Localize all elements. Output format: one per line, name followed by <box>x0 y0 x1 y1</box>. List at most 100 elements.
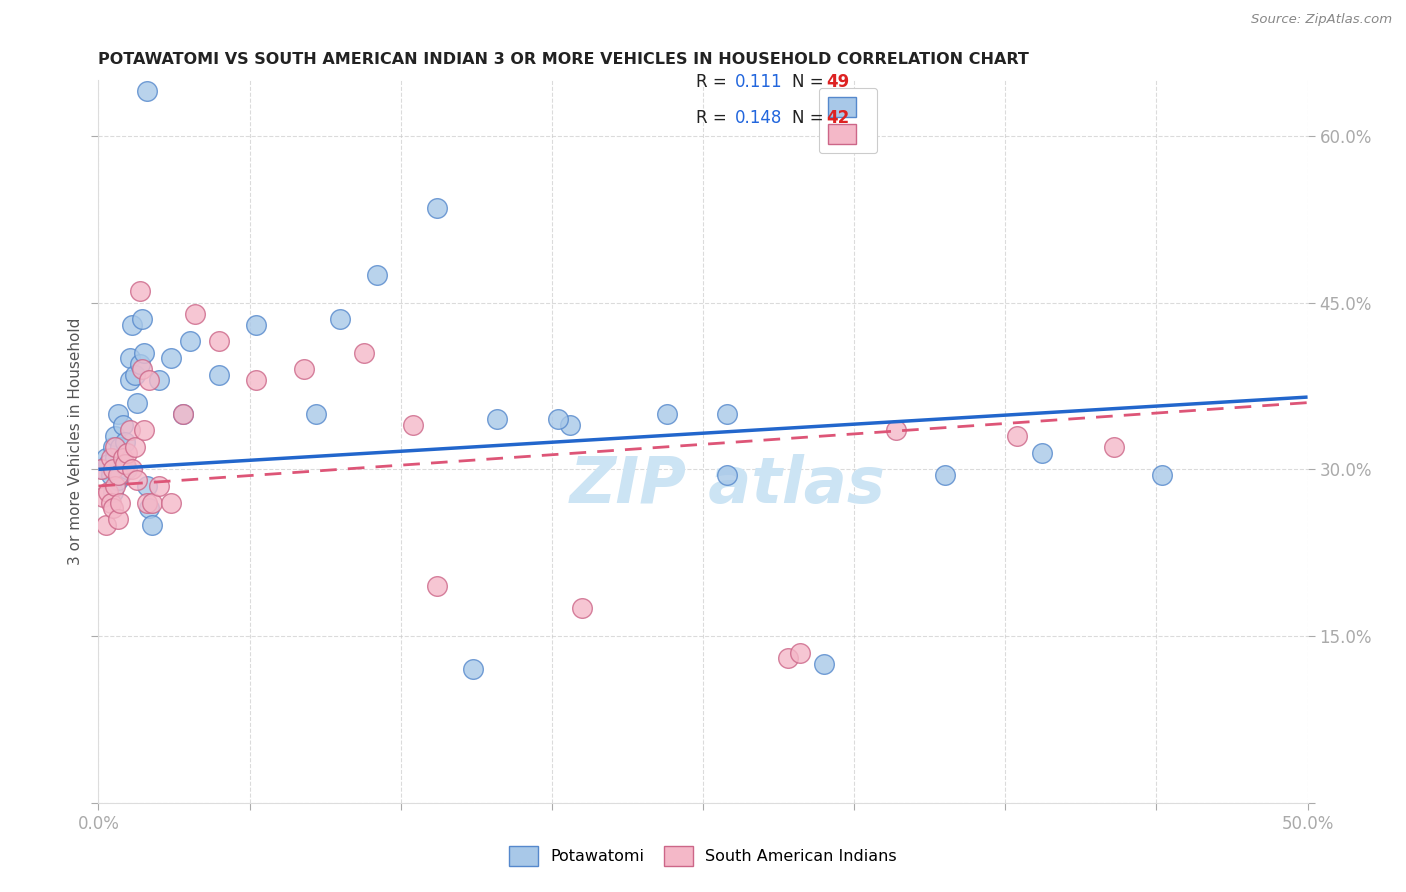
Point <box>117 462 139 476</box>
Point <box>124 368 146 382</box>
Point <box>108 467 131 482</box>
Text: 0.111: 0.111 <box>735 73 783 91</box>
Point <box>886 424 908 438</box>
Point <box>104 451 127 466</box>
Point <box>111 451 134 466</box>
Text: N =: N = <box>792 109 828 127</box>
Point <box>208 334 231 349</box>
Point <box>292 362 315 376</box>
Text: POTAWATOMI VS SOUTH AMERICAN INDIAN 3 OR MORE VEHICLES IN HOUSEHOLD CORRELATION : POTAWATOMI VS SOUTH AMERICAN INDIAN 3 OR… <box>98 52 1029 67</box>
Text: 49: 49 <box>827 73 851 91</box>
Point <box>558 417 581 432</box>
Point <box>127 474 149 488</box>
Point <box>172 407 194 421</box>
Point <box>135 84 157 98</box>
Point <box>101 462 124 476</box>
Point <box>571 601 593 615</box>
Point <box>100 451 122 466</box>
Point <box>104 479 127 493</box>
Point <box>1152 467 1174 482</box>
Point <box>90 462 112 476</box>
Point <box>426 201 449 215</box>
Point <box>117 445 139 459</box>
Point <box>716 467 738 482</box>
Point <box>245 373 267 387</box>
Point <box>366 268 388 282</box>
Point <box>118 351 141 366</box>
Point <box>135 496 157 510</box>
Point <box>934 467 956 482</box>
Point <box>100 467 122 482</box>
Point <box>141 517 163 532</box>
Point <box>1102 440 1125 454</box>
Point <box>91 462 114 476</box>
Point <box>148 373 170 387</box>
Point <box>111 457 134 471</box>
Point <box>107 467 129 482</box>
Point <box>776 651 799 665</box>
Text: N =: N = <box>792 73 828 91</box>
Point <box>94 451 117 466</box>
Point <box>135 479 157 493</box>
Point <box>160 351 183 366</box>
Point <box>100 496 122 510</box>
Point <box>131 362 153 376</box>
Point <box>121 462 143 476</box>
Point <box>128 285 150 299</box>
Point <box>107 512 129 526</box>
Point <box>118 373 141 387</box>
Point <box>138 373 160 387</box>
Point <box>91 490 114 504</box>
Point <box>134 424 156 438</box>
Point <box>426 579 449 593</box>
Point <box>245 318 267 332</box>
Point <box>107 474 129 488</box>
Point <box>97 457 120 471</box>
Point <box>121 318 143 332</box>
Point <box>172 407 194 421</box>
Point <box>107 407 129 421</box>
Point <box>118 424 141 438</box>
Point <box>104 440 127 454</box>
Text: R =: R = <box>696 73 733 91</box>
Point <box>179 334 201 349</box>
Point <box>402 417 425 432</box>
Point <box>108 496 131 510</box>
Point <box>138 501 160 516</box>
Point <box>789 646 811 660</box>
Point <box>101 501 124 516</box>
Point <box>114 434 136 449</box>
Point <box>101 440 124 454</box>
Text: Source: ZipAtlas.com: Source: ZipAtlas.com <box>1251 13 1392 27</box>
Point <box>184 307 207 321</box>
Point <box>134 345 156 359</box>
Y-axis label: 3 or more Vehicles in Household: 3 or more Vehicles in Household <box>67 318 83 566</box>
Point <box>104 429 127 443</box>
Text: 0.148: 0.148 <box>735 109 783 127</box>
Point <box>101 484 124 499</box>
Text: ZIP atlas: ZIP atlas <box>569 454 886 516</box>
Text: R =: R = <box>696 109 733 127</box>
Point <box>148 479 170 493</box>
Point <box>1007 429 1029 443</box>
Legend: Potawatomi, South American Indians: Potawatomi, South American Indians <box>501 838 905 874</box>
Point <box>353 345 375 359</box>
Point <box>124 440 146 454</box>
Point <box>305 407 328 421</box>
Point <box>94 517 117 532</box>
Point <box>463 662 485 676</box>
Point <box>128 357 150 371</box>
Point <box>131 312 153 326</box>
Point <box>547 412 569 426</box>
Point <box>114 457 136 471</box>
Text: 42: 42 <box>827 109 851 127</box>
Point <box>1031 445 1053 459</box>
Point <box>108 440 131 454</box>
Point <box>208 368 231 382</box>
Point <box>111 417 134 432</box>
Point <box>127 395 149 409</box>
Point <box>141 496 163 510</box>
Point <box>97 484 120 499</box>
Point <box>813 657 835 671</box>
Point <box>655 407 678 421</box>
